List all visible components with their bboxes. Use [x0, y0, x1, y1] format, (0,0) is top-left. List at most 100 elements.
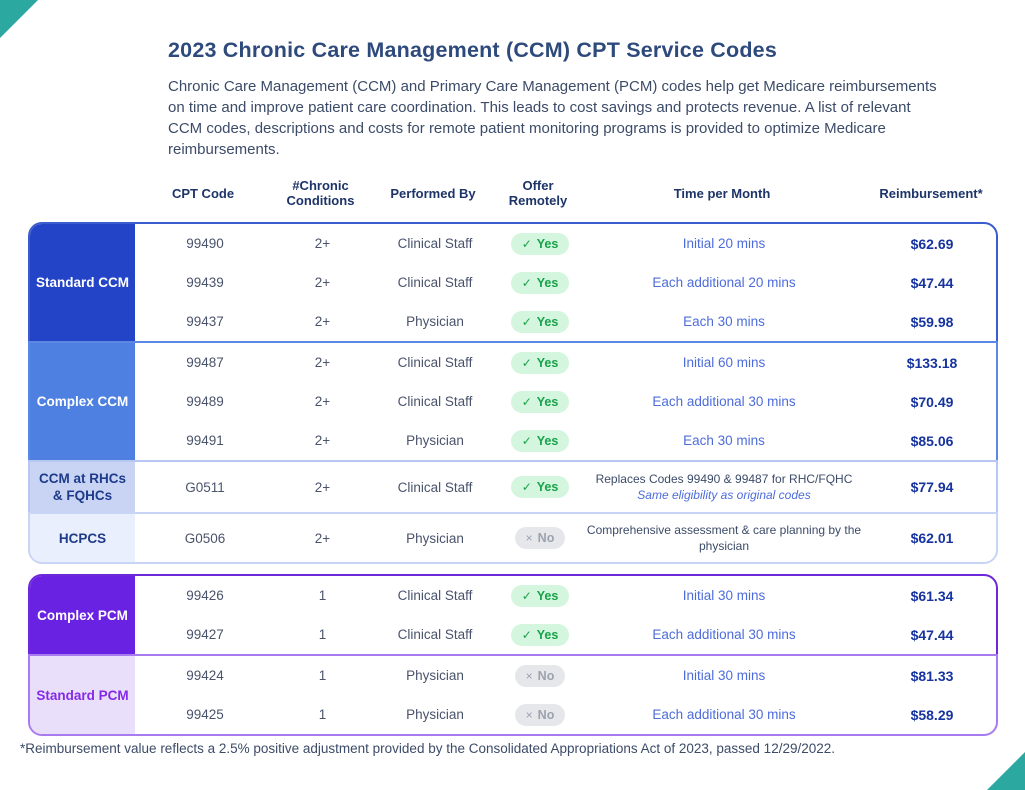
group-label-complex-ccm: Complex CCM — [30, 343, 135, 460]
table-row-99489: 99489 2+ Clinical Staff ✓ Yes Each additiona… — [135, 382, 996, 421]
time-description-text: Comprehensive assessment & care planning… — [586, 523, 862, 553]
reimbursement-cell: $58.29 — [910, 706, 954, 723]
time-description-subtext: Same eligibility as original codes — [637, 488, 811, 502]
reimbursement-cell: $77.94 — [910, 479, 954, 495]
check-icon: ✓ — [521, 394, 532, 409]
reimbursement-cell: $133.18 — [906, 354, 958, 371]
table-row-99439: 99439 2+ Clinical Staff ✓ Yes Each additiona… — [135, 263, 996, 302]
performed-by-cell: Clinical Staff — [397, 627, 473, 642]
offer-remotely-cell: × No — [500, 527, 580, 549]
group-block-standard-ccm: Standard CCM 99490 2+ Clinical Staff ✓ Yes In… — [28, 222, 998, 343]
teal-corner-accent-bottom-right — [987, 752, 1025, 790]
chronic-conditions-cell: 2+ — [314, 394, 331, 409]
performed-by-cell: Clinical Staff — [397, 355, 473, 370]
intro-paragraph: Chronic Care Management (CCM) and Primar… — [168, 78, 937, 158]
reimbursement-cell: $70.49 — [910, 393, 954, 410]
group-rows: G0506 2+ Physician × No Comprehensive assess… — [135, 514, 996, 562]
cpt-code-cell: G0511 — [185, 479, 225, 495]
offer-remotely-yes-badge: ✓ Yes — [510, 310, 570, 333]
cpt-code-cell: 99490 — [186, 236, 224, 251]
check-icon: ✓ — [521, 588, 532, 603]
performed-by-cell: Physician — [406, 707, 464, 722]
column-header-reimbursement: Reimbursement* — [879, 185, 983, 201]
table-row-99437: 99437 2+ Physician ✓ Yes Each 30 mins $59.98 — [135, 302, 996, 341]
table-row-99427: 99427 1 Clinical Staff ✓ Yes Each additional… — [135, 615, 996, 654]
cpt-code-cell: 99439 — [186, 275, 224, 290]
time-per-month-cell: Each additional 30 mins — [652, 393, 796, 409]
offer-remotely-yes-badge: ✓ Yes — [510, 584, 570, 607]
offer-remotely-yes-badge: ✓ Yes — [510, 351, 570, 374]
performed-by-cell: Physician — [406, 668, 464, 683]
table-row-99426: 99426 1 Clinical Staff ✓ Yes Initial 30 mins… — [135, 576, 996, 615]
offer-remotely-cell: ✓ Yes — [500, 584, 580, 607]
time-per-month-cell: Comprehensive assessment & care planning… — [580, 522, 868, 554]
check-icon: ✓ — [521, 355, 532, 370]
offer-remotely-yes-badge: ✓ Yes — [510, 271, 570, 294]
group-block-complex-ccm: Complex CCM 99487 2+ Clinical Staff ✓ Yes Ini… — [28, 341, 998, 462]
offer-remotely-yes-badge: ✓ Yes — [510, 476, 570, 498]
check-icon: ✓ — [521, 236, 532, 251]
column-header-performed-by: Performed By — [390, 185, 476, 201]
group-block-standard-pcm: Standard PCM 99424 1 Physician × No Initial 3… — [28, 654, 998, 736]
chronic-conditions-cell: 1 — [318, 668, 327, 683]
group-rows: 99487 2+ Clinical Staff ✓ Yes Initial 60 min… — [135, 343, 996, 460]
table-row-G0506: G0506 2+ Physician × No Comprehensive assess… — [135, 514, 996, 562]
offer-remotely-yes-badge: ✓ Yes — [510, 429, 570, 452]
offer-remotely-yes-badge: ✓ Yes — [510, 232, 570, 255]
offer-remotely-no-badge: × No — [514, 703, 566, 726]
group-label-complex-pcm: Complex PCM — [30, 576, 135, 654]
reimbursement-cell: $81.33 — [910, 667, 954, 684]
group-rows: G0511 2+ Clinical Staff ✓ Yes Replaces Codes… — [135, 462, 996, 512]
performed-by-cell: Clinical Staff — [397, 394, 473, 409]
group-label-standard-ccm: Standard CCM — [30, 224, 135, 341]
column-header-offer-remotely: Offer Remotely — [508, 178, 568, 208]
time-per-month-cell: Replaces Codes 99490 & 99487 for RHC/FQH… — [580, 471, 868, 503]
cpt-code-cell: 99425 — [186, 707, 224, 722]
cpt-code-cell: 99424 — [186, 668, 224, 683]
chronic-conditions-cell: 2+ — [314, 530, 331, 546]
performed-by-cell: Clinical Staff — [397, 236, 473, 251]
column-header-cpt-code: CPT Code — [171, 185, 235, 201]
offer-remotely-cell: ✓ Yes — [500, 623, 580, 646]
group-block-hcpcs: HCPCS G0506 2+ Physician × No Comprehensive a… — [28, 512, 998, 564]
teal-corner-accent-top-left — [0, 0, 38, 38]
check-icon: ✓ — [521, 627, 532, 642]
table-row-99491: 99491 2+ Physician ✓ Yes Each 30 mins $85.06 — [135, 421, 996, 460]
chronic-conditions-cell: 1 — [318, 707, 327, 722]
check-icon: ✓ — [521, 314, 532, 329]
offer-remotely-cell: ✓ Yes — [500, 310, 580, 333]
cpt-code-cell: 99427 — [186, 627, 224, 642]
chronic-conditions-cell: 2+ — [314, 355, 331, 370]
offer-remotely-cell: × No — [500, 664, 580, 687]
performed-by-cell: Physician — [406, 314, 464, 329]
chronic-conditions-cell: 1 — [318, 588, 327, 603]
footnote: *Reimbursement value reflects a 2.5% pos… — [20, 741, 835, 756]
group-block-complex-pcm: Complex PCM 99426 1 Clinical Staff ✓ Yes Init… — [28, 574, 998, 656]
performed-by-cell: Clinical Staff — [397, 479, 473, 495]
time-per-month-cell: Initial 30 mins — [682, 587, 766, 603]
offer-remotely-cell: × No — [500, 703, 580, 726]
check-icon: ✓ — [521, 480, 532, 494]
chronic-conditions-cell: 2+ — [314, 275, 331, 290]
reimbursement-cell: $62.69 — [910, 235, 954, 252]
offer-remotely-yes-badge: ✓ Yes — [510, 623, 570, 646]
ccm-table: Standard CCM 99490 2+ Clinical Staff ✓ Yes In… — [28, 222, 998, 564]
performed-by-cell: Clinical Staff — [397, 275, 473, 290]
cpt-code-cell: 99491 — [186, 433, 224, 448]
chronic-conditions-cell: 1 — [318, 627, 327, 642]
group-rows: 99490 2+ Clinical Staff ✓ Yes Initial 20 min… — [135, 224, 996, 341]
cpt-code-cell: 99426 — [186, 588, 224, 603]
table-row-99424: 99424 1 Physician × No Initial 30 mins $81.33 — [135, 656, 996, 695]
group-label-rhc: CCM at RHCs & FQHCs — [30, 462, 135, 512]
group-rows: 99424 1 Physician × No Initial 30 mins $81.33… — [135, 656, 996, 734]
performed-by-cell: Physician — [406, 530, 464, 546]
offer-remotely-cell: ✓ Yes — [500, 390, 580, 413]
performed-by-cell: Clinical Staff — [397, 588, 473, 603]
reimbursement-cell: $85.06 — [910, 432, 954, 449]
offer-remotely-cell: ✓ Yes — [500, 476, 580, 498]
offer-remotely-yes-badge: ✓ Yes — [510, 390, 570, 413]
group-rows: 99426 1 Clinical Staff ✓ Yes Initial 30 mins… — [135, 576, 996, 654]
time-per-month-cell: Each additional 30 mins — [652, 626, 796, 642]
cpt-code-cell: G0506 — [184, 530, 226, 546]
group-block-rhc: CCM at RHCs & FQHCs G0511 2+ Clinical Staff… — [28, 460, 998, 514]
